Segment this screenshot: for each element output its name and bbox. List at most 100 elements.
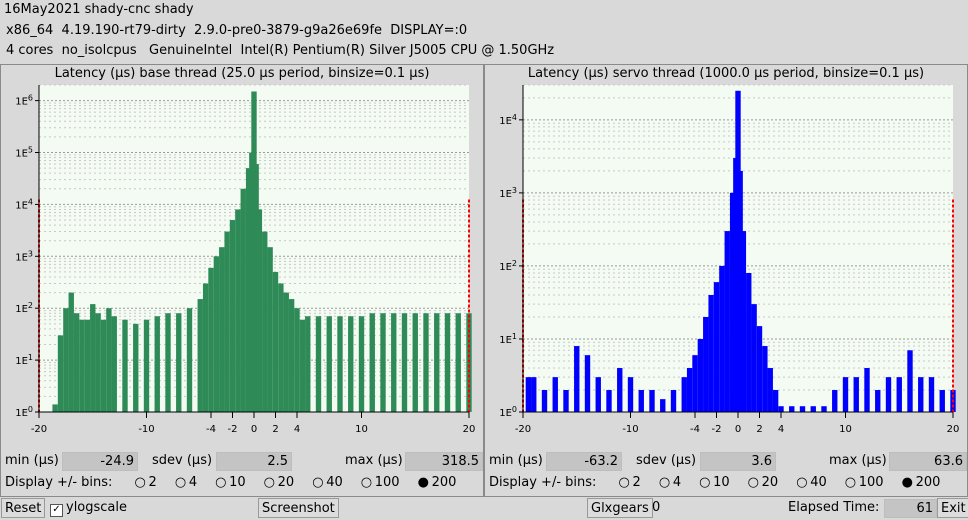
servo-bar — [746, 273, 752, 412]
servo-xtick-label: 10 — [839, 424, 852, 435]
base-bar — [133, 323, 139, 412]
servo-bins-radio-40[interactable]: ○ 40 — [796, 475, 827, 490]
base-bar — [229, 220, 236, 412]
base-bar — [466, 313, 472, 412]
servo-bar — [708, 294, 714, 412]
base-bar — [412, 313, 418, 412]
base-ytick-label: 1E0 — [15, 405, 33, 419]
base-bins-option-label: 20 — [277, 475, 295, 490]
ylogscale-label: ylogscale — [66, 500, 128, 515]
servo-bar — [853, 377, 859, 412]
servo-bins-radio-4[interactable]: ○ 4 — [659, 475, 681, 490]
checkbox-check-icon[interactable]: ✓ — [50, 504, 63, 517]
servo-bar — [574, 346, 580, 412]
servo-thread-panel: Latency (µs) servo thread (1000.0 µs per… — [484, 64, 968, 497]
glxgears-count: 0 — [652, 500, 661, 515]
servo-bar — [842, 377, 849, 412]
base-bar — [337, 316, 343, 412]
servo-max-value: 63.6 — [889, 452, 967, 471]
base-sdev-value: 2.5 — [216, 452, 292, 471]
servo-bar — [778, 406, 784, 412]
servo-bins-radio-2[interactable]: ○ 2 — [619, 475, 641, 490]
radio-dot-icon[interactable]: ○ — [263, 475, 275, 490]
servo-bar — [729, 192, 736, 412]
radio-dot-icon[interactable]: ● — [901, 475, 913, 490]
base-bins-radio-2[interactable]: ○ 2 — [135, 475, 157, 490]
glxgears-button[interactable]: Glxgears — [587, 498, 653, 518]
servo-bar — [751, 304, 757, 412]
radio-dot-icon[interactable]: ○ — [174, 475, 187, 490]
radio-dot-icon[interactable]: ○ — [796, 475, 808, 490]
servo-bar — [713, 282, 720, 412]
servo-bar — [552, 377, 558, 412]
servo-xtick-label: 4 — [778, 424, 784, 435]
servo-ytick-label: 1E1 — [499, 332, 517, 346]
servo-bar — [692, 355, 698, 412]
base-bins-radio-100[interactable]: ○ 100 — [361, 475, 400, 490]
servo-bins-radio-20[interactable]: ○ 20 — [748, 475, 779, 490]
base-bar — [358, 316, 365, 412]
servo-ytick-label: 1E0 — [499, 405, 517, 419]
host-info-line: 16May2021 shady-cnc shady — [4, 2, 194, 17]
base-bar — [348, 316, 354, 412]
servo-bar — [907, 350, 913, 412]
radio-dot-icon[interactable]: ○ — [134, 475, 146, 490]
radio-dot-icon[interactable]: ○ — [215, 475, 227, 490]
servo-bins-radio-10[interactable]: ○ 10 — [699, 475, 730, 490]
base-ytick-label: 1E1 — [15, 353, 33, 367]
radio-dot-icon[interactable]: ○ — [747, 475, 759, 490]
base-xtick-label: -10 — [138, 424, 154, 435]
radio-dot-icon[interactable]: ○ — [658, 475, 671, 490]
base-bins-row: Display +/- bins: ○ 2 ○ 4 ○ 10 ○ 20 ○ 40 ○ 100 ● 200 — [5, 475, 456, 490]
screenshot-button[interactable]: Screenshot — [258, 498, 339, 518]
servo-bins-option-label: 2 — [632, 475, 641, 490]
servo-bins-radio-200[interactable]: ● 200 — [902, 475, 941, 490]
base-bins-radio-40[interactable]: ○ 40 — [312, 475, 343, 490]
base-bar — [401, 313, 408, 412]
base-bar — [224, 231, 230, 412]
servo-chart-title: Latency (µs) servo thread (1000.0 µs per… — [527, 66, 925, 81]
base-bins-option-label: 2 — [148, 475, 157, 490]
servo-sdev-label: sdev (µs) — [636, 453, 697, 468]
servo-bins-radio-100[interactable]: ○ 100 — [845, 475, 884, 490]
base-bins-label: Display +/- bins: — [5, 475, 113, 490]
base-bins-radio-200[interactable]: ● 200 — [418, 475, 457, 490]
base-xtick-label: 10 — [355, 424, 368, 435]
servo-bar — [541, 390, 548, 412]
base-bar — [84, 319, 91, 412]
base-max-value: 318.5 — [405, 452, 483, 471]
base-bar — [278, 283, 284, 412]
radio-dot-icon[interactable]: ○ — [844, 475, 857, 490]
radio-dot-icon[interactable]: ○ — [312, 475, 324, 490]
base-bar — [143, 319, 150, 412]
servo-bar — [563, 390, 569, 412]
base-bar — [90, 304, 96, 412]
base-bar — [106, 308, 112, 412]
servo-bar — [719, 265, 725, 412]
base-xtick-label: -20 — [31, 424, 47, 435]
servo-bins-label: Display +/- bins: — [489, 475, 597, 490]
base-bar — [240, 188, 246, 412]
radio-dot-icon[interactable]: ● — [417, 475, 429, 490]
radio-dot-icon[interactable]: ○ — [699, 475, 711, 490]
servo-bar — [697, 338, 704, 412]
servo-bar — [875, 390, 881, 412]
base-bar — [294, 308, 300, 412]
base-bins-option-label: 100 — [374, 475, 400, 490]
base-ytick-label: 1E6 — [15, 94, 33, 108]
servo-bar — [649, 390, 655, 412]
base-bins-radio-10[interactable]: ○ 10 — [215, 475, 246, 490]
servo-bar — [531, 377, 537, 412]
servo-bar — [918, 377, 924, 412]
radio-dot-icon[interactable]: ○ — [618, 475, 630, 490]
reset-button[interactable]: Reset — [1, 498, 46, 518]
radio-dot-icon[interactable]: ○ — [360, 475, 373, 490]
base-ytick-label: 1E2 — [15, 301, 33, 315]
base-bins-radio-20[interactable]: ○ 20 — [264, 475, 295, 490]
servo-bar — [617, 368, 623, 412]
exit-button[interactable]: Exit — [937, 498, 968, 518]
ylogscale-checkbox[interactable]: ✓ ylogscale — [50, 500, 127, 517]
base-bins-radio-4[interactable]: ○ 4 — [175, 475, 197, 490]
base-bar — [68, 292, 74, 412]
